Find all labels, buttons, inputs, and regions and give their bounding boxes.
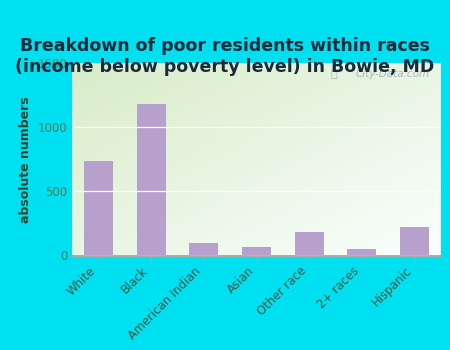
Bar xyxy=(347,249,376,256)
Y-axis label: absolute numbers: absolute numbers xyxy=(19,96,32,223)
Bar xyxy=(189,243,218,256)
Text: City-Data.com: City-Data.com xyxy=(356,69,430,79)
Text: ⓘ: ⓘ xyxy=(330,69,337,79)
Bar xyxy=(84,161,113,256)
Bar xyxy=(400,227,429,256)
Bar xyxy=(137,104,166,256)
Bar xyxy=(295,232,324,256)
Bar xyxy=(242,246,271,256)
Text: Breakdown of poor residents within races
(income below poverty level) in Bowie, : Breakdown of poor residents within races… xyxy=(15,37,435,76)
